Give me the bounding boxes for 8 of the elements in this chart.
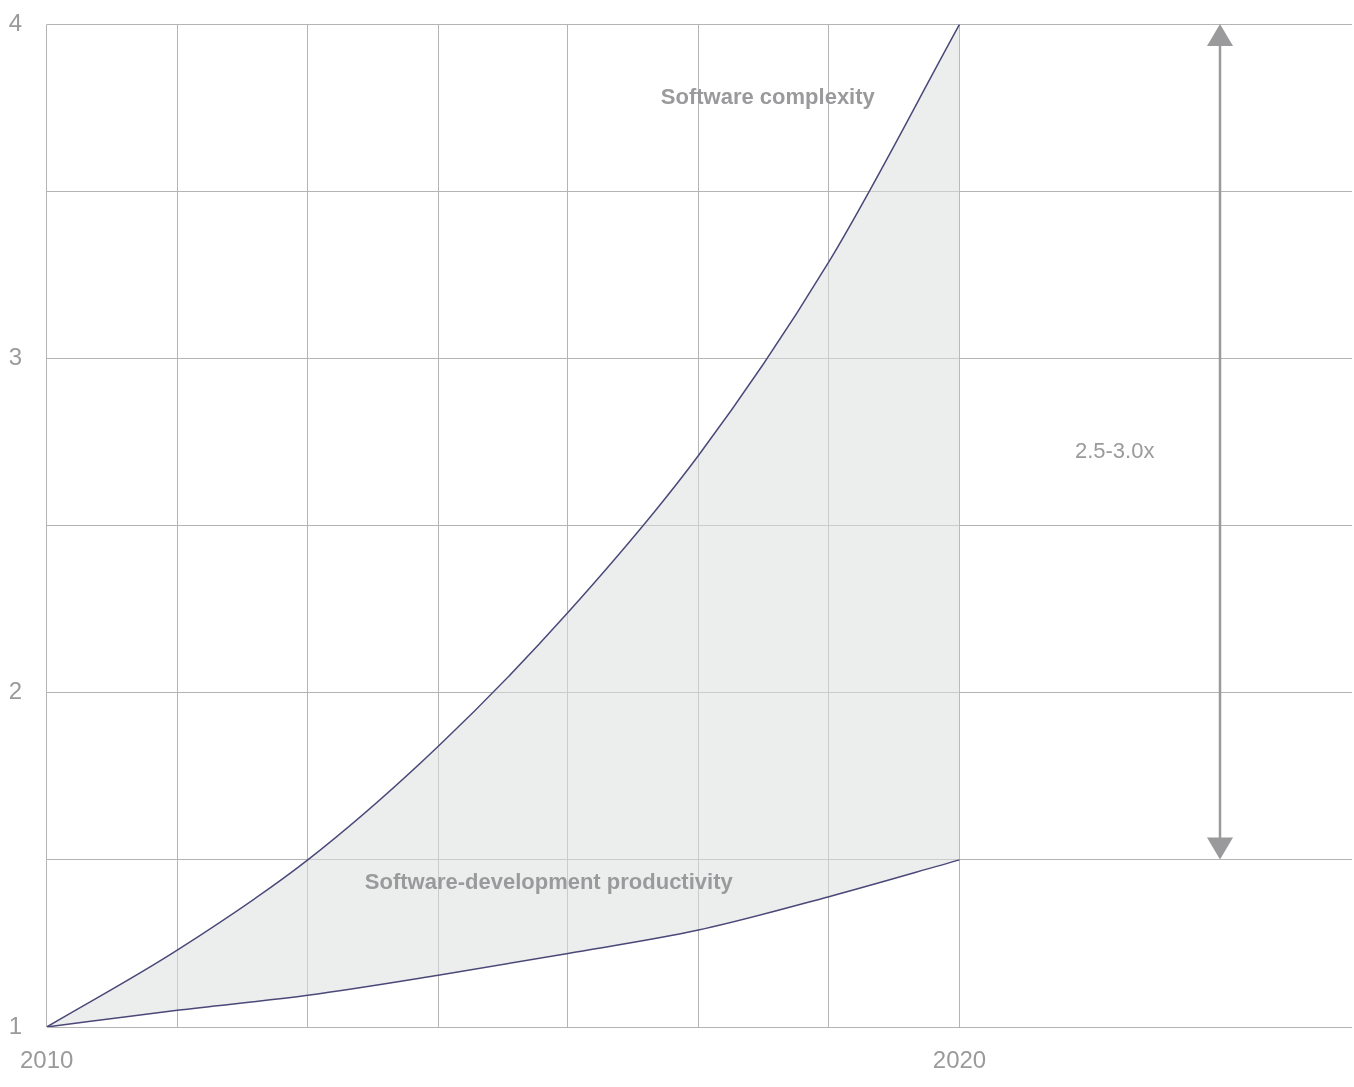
series-label: Software-development productivity xyxy=(364,869,734,895)
x-tick-label: 2020 xyxy=(932,1046,987,1074)
y-tick-label: 1 xyxy=(8,1011,23,1039)
y-tick-label: 4 xyxy=(8,9,23,37)
x-tick-label: 2010 xyxy=(20,1046,74,1074)
y-tick-label: 2 xyxy=(8,677,23,705)
annotation: 2.5-3.0x xyxy=(1074,438,1155,464)
y-tick-label: 3 xyxy=(8,343,23,371)
